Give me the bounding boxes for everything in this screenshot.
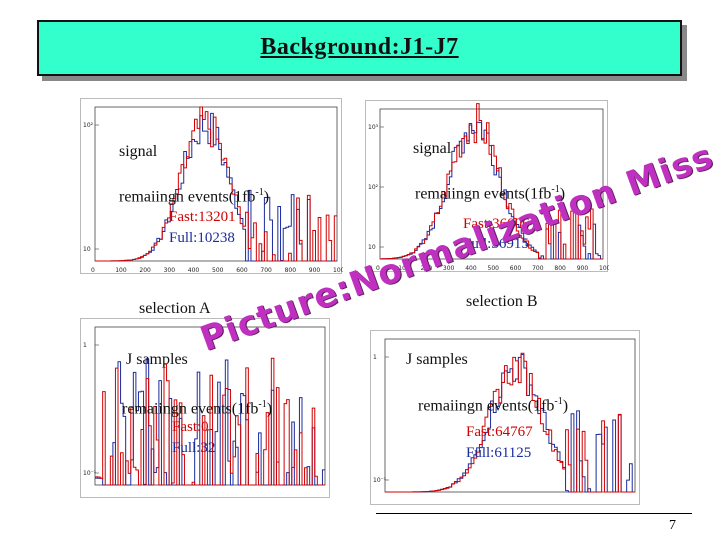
events-text-2: remaiingn events(1fb [415,185,552,203]
events-exp-4: -1 [554,396,563,407]
histogram-plot-3: 1 10⁻¹ [83,326,326,486]
events-close-3: ) [266,400,273,418]
fast-count-2: Fast:36006 [463,216,530,232]
signal-label-3: J samples [126,351,188,368]
histogram-panel-2: 10³10²1001002003004005006007008009001000 [365,100,609,272]
x-tick-label: 200 [139,267,151,274]
events-text-4: remaiingn events(1fb [418,397,555,415]
events-text-3: remaiingn events(1fb [122,400,259,418]
x-tick-label: 900 [309,267,321,274]
x-tick-label: 700 [532,265,544,272]
fast-count-4: Fast:64767 [466,424,533,440]
plot-frame [384,338,636,493]
x-tick-label: 300 [164,267,176,274]
fast-count-1: Fast:13201 [169,209,236,225]
events-exp-3: -1 [258,399,267,410]
plot-frame [379,108,604,260]
x-tick-label: 300 [443,265,455,272]
y-tick-label: 10⁻¹ [373,477,387,484]
page-number: 7 [669,518,676,533]
x-tick-label: 800 [285,267,297,274]
x-tick-label: 500 [488,265,500,272]
events-close-2: ) [559,185,566,203]
slide-title: Background:J1-J7 [260,34,459,60]
signal-label-1: signal [119,143,158,160]
x-tick-label: 600 [510,265,522,272]
full-count-1: Full:10238 [169,230,235,246]
y-tick-label: 10² [83,122,94,129]
full-count-2: Full:36915 [463,236,529,252]
histogram-panel-3: 1 10⁻¹ [80,318,330,498]
fast-series-line [95,357,325,486]
selection-a-label: selection A [139,300,211,317]
y-tick-label: 10² [368,184,379,191]
x-tick-label: 500 [212,267,224,274]
x-tick-label: 100 [398,265,410,272]
events-close-4: ) [562,397,569,415]
signal-label-2: signal [413,140,452,157]
x-tick-label: 400 [188,267,200,274]
plot-frame [94,106,338,262]
events-close-1: ) [263,188,270,206]
signal-label-4: J samples [406,351,468,368]
y-tick-label: 1 [373,354,377,361]
events-label-1: remaiingn events(1fb-1) [119,187,269,206]
y-tick-label: 10 [368,244,376,251]
events-exp-2: -1 [551,184,560,195]
fast-series-line [385,352,635,493]
histogram-plot-4: 1 10⁻¹ [373,338,636,493]
y-tick-label: 10⁻¹ [83,470,97,477]
histogram-plot-1: 10²1001002003004005006007008009001000 [83,106,343,274]
histogram-panel-4: 1 10⁻¹ [370,330,640,505]
events-label-3: remaiingn events(1fb-1) [122,399,272,418]
x-tick-label: 700 [260,267,272,274]
x-tick-label: 0 [376,265,380,272]
events-label-2: remaiingn events(1fb-1) [415,184,565,203]
x-tick-label: 100 [115,267,127,274]
x-tick-label: 1000 [333,267,343,274]
fast-series-line [95,106,337,262]
x-tick-label: 200 [421,265,433,272]
x-tick-label: 900 [577,265,589,272]
fast-series-line [380,103,603,260]
full-count-3: Full:32 [172,440,216,456]
x-tick-label: 1000 [599,265,609,272]
histogram-plot-2: 10³10²1001002003004005006007008009001000 [368,103,609,272]
fast-count-3: Fast:0 [172,419,209,435]
events-exp-1: -1 [255,187,264,198]
x-tick-label: 0 [91,267,95,274]
x-tick-label: 600 [236,267,248,274]
y-tick-label: 10³ [368,124,379,131]
y-tick-label: 10 [83,246,91,253]
title-box: Background:J1-J7 [37,20,682,76]
full-count-4: Full:61125 [466,445,532,461]
y-tick-label: 1 [83,342,87,349]
x-tick-label: 400 [465,265,477,272]
events-label-4: remaiingn events(1fb-1) [418,396,568,415]
selection-b-label: selection B [466,293,538,310]
footer-rule [376,513,692,514]
histogram-panel-1: 10²1001002003004005006007008009001000 [80,98,343,274]
x-tick-label: 800 [554,265,566,272]
events-text-1: remaiingn events(1fb [119,188,256,206]
